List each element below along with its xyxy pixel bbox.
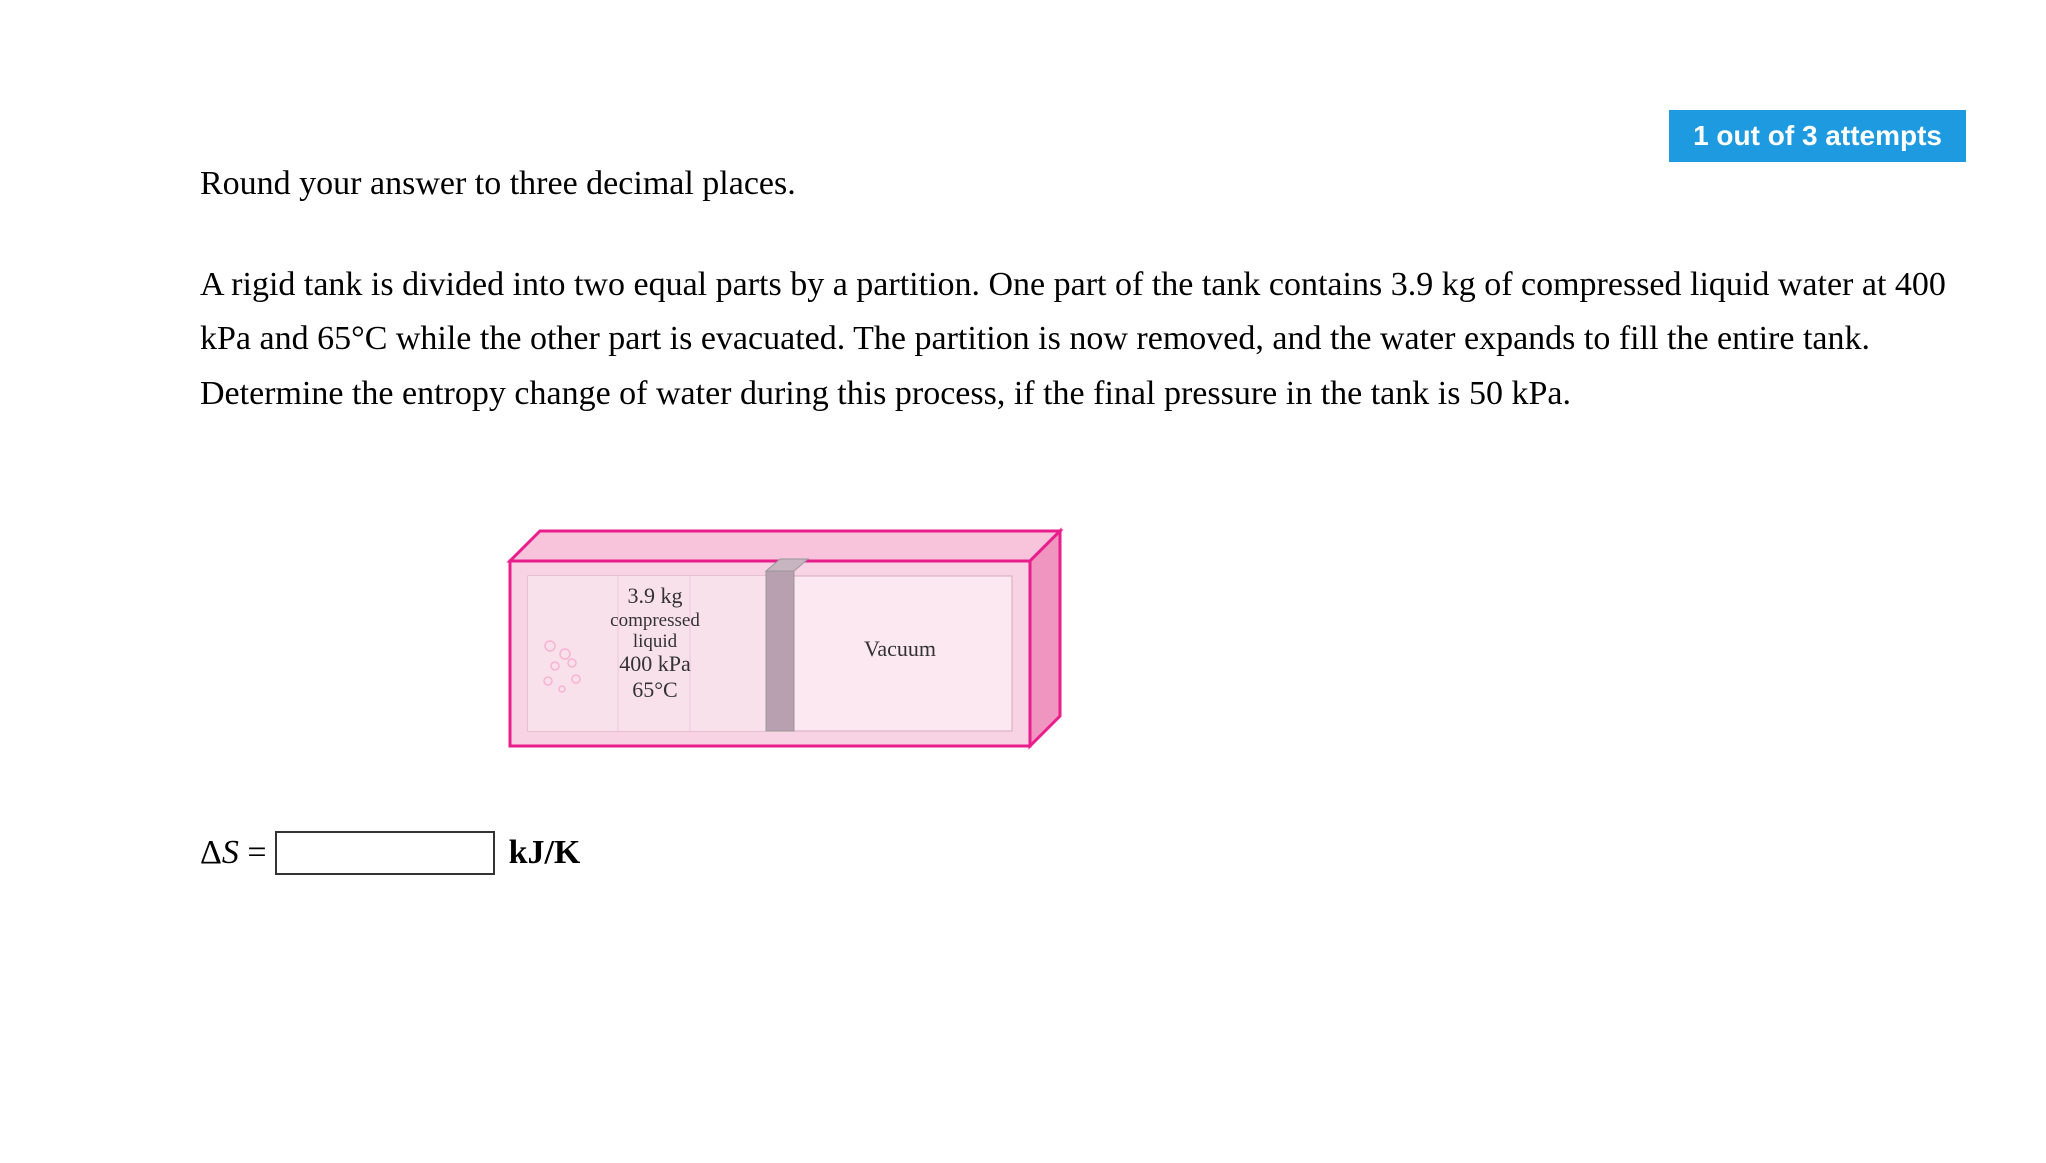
diagram-state-label: compressed (610, 610, 700, 631)
tank-svg: 3.9 kg compressed liquid 400 kPa 65°C Va… (500, 491, 1080, 761)
problem-statement: A rigid tank is divided into two equal p… (200, 258, 1946, 421)
answer-symbol: ΔS = (200, 834, 267, 872)
tank-diagram: 3.9 kg compressed liquid 400 kPa 65°C Va… (500, 491, 1080, 761)
tank-side (1030, 531, 1060, 746)
tank-top (510, 531, 1060, 561)
partition (766, 571, 794, 731)
answer-row: ΔS = kJ/K (200, 831, 1946, 875)
instruction-text: Round your answer to three decimal place… (200, 165, 1946, 203)
diagram-substance-label: liquid (633, 631, 678, 652)
answer-input[interactable] (275, 831, 495, 875)
answer-units: kJ/K (509, 834, 581, 872)
diagram-pressure-label: 400 kPa (619, 651, 691, 676)
attempts-label: 1 out of 3 attempts (1693, 120, 1942, 151)
attempts-badge: 1 out of 3 attempts (1669, 110, 1966, 162)
diagram-mass-label: 3.9 kg (628, 583, 683, 608)
problem-content: Round your answer to three decimal place… (200, 165, 1946, 875)
diagram-vacuum-label: Vacuum (864, 636, 936, 661)
tank-diagram-container: 3.9 kg compressed liquid 400 kPa 65°C Va… (500, 491, 1946, 761)
diagram-temperature-label: 65°C (632, 677, 677, 702)
